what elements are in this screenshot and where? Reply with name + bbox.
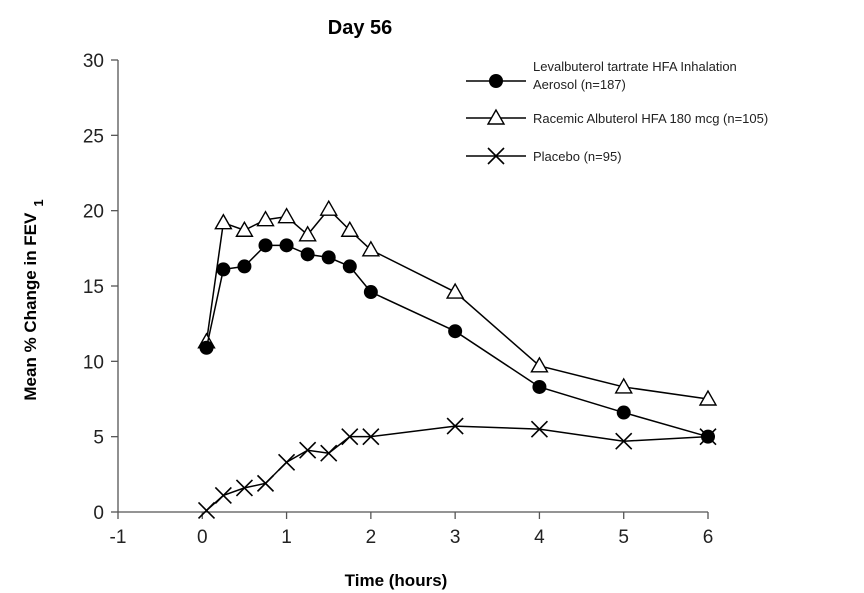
legend-marker — [486, 108, 506, 125]
x-tick-label: 3 — [450, 527, 461, 548]
data-point — [448, 324, 463, 339]
data-point — [216, 262, 231, 277]
data-point — [342, 259, 357, 274]
data-point — [532, 379, 547, 394]
x-marker-stroke — [341, 428, 359, 446]
data-point — [197, 501, 216, 520]
data-point — [256, 474, 275, 492]
legend-item-0: Levalbuterol tartrate HFA Inhalation Aero… — [466, 59, 737, 92]
axes: 0 5 10 15 20 25 30 -1 0 1 2 3 4 5 6 — [83, 51, 713, 548]
legend-marker — [489, 74, 503, 88]
x-marker-stroke — [446, 417, 464, 435]
x-marker-stroke — [299, 441, 317, 459]
data-point — [341, 428, 359, 446]
data-point — [237, 259, 252, 274]
y-tick-label: 5 — [93, 428, 104, 449]
x-tick-label: -1 — [110, 527, 127, 548]
y-tick-label: 20 — [83, 202, 104, 223]
y-axis-label: Mean % Change in FEV 1 — [21, 199, 46, 400]
x-marker-stroke — [320, 444, 338, 462]
legend-label: Aerosol (n=187) — [533, 77, 626, 92]
y-axis-label-subscript: 1 — [31, 199, 46, 206]
legend-label: Placebo (n=95) — [533, 149, 622, 164]
data-point — [616, 405, 631, 420]
x-axis-title: Time (hours) — [345, 571, 448, 590]
series-0 — [199, 238, 715, 444]
data-point — [278, 453, 296, 471]
data-point — [235, 220, 254, 237]
data-point — [258, 238, 273, 253]
data-point — [615, 432, 633, 450]
data-point — [320, 444, 338, 462]
series-line — [206, 425, 709, 512]
x-tick-label: 4 — [534, 527, 545, 548]
data-point — [214, 213, 233, 230]
legend-label: Racemic Albuterol HFA 180 mcg (n=105) — [533, 111, 768, 126]
x-marker-stroke — [362, 428, 380, 446]
legend: Levalbuterol tartrate HFA Inhalation Aero… — [466, 59, 768, 165]
data-point — [614, 377, 633, 394]
x-tick-label: 1 — [281, 527, 292, 548]
data-point — [199, 340, 214, 355]
data-point — [235, 479, 253, 497]
data-point — [446, 417, 464, 435]
x-marker-stroke — [214, 486, 232, 504]
data-point — [298, 225, 317, 242]
y-tick-label: 15 — [83, 277, 104, 298]
x-marker-stroke — [256, 474, 275, 492]
data-point — [445, 282, 465, 299]
data-point — [299, 441, 317, 459]
x-marker-stroke — [615, 432, 633, 450]
data-point — [340, 220, 359, 237]
data-point — [530, 356, 549, 373]
chart-title: Day 56 — [328, 17, 393, 39]
data-point — [701, 429, 715, 444]
x-tick-label: 0 — [197, 527, 208, 548]
x-marker-stroke — [197, 501, 216, 520]
x-tick-label: 6 — [703, 527, 714, 548]
y-axis-label-text: Mean % Change in FEV — [21, 212, 40, 401]
data-point — [256, 210, 275, 227]
series-layer — [197, 199, 718, 520]
y-tick-label: 30 — [83, 51, 104, 72]
y-tick-label: 25 — [83, 126, 104, 147]
data-point — [698, 389, 718, 406]
data-point — [363, 285, 378, 300]
legend-item-2: Placebo (n=95) — [466, 147, 622, 165]
data-point — [530, 420, 548, 438]
data-point — [300, 247, 315, 262]
x-marker-stroke — [278, 453, 296, 471]
series-1 — [197, 199, 718, 406]
data-point — [319, 199, 338, 216]
data-point — [321, 250, 336, 265]
series-line — [205, 208, 709, 400]
legend-marker — [487, 147, 505, 165]
legend-item-1: Racemic Albuterol HFA 180 mcg (n=105) — [466, 108, 768, 126]
data-point — [277, 207, 296, 224]
series-2 — [197, 417, 717, 520]
x-marker-stroke — [235, 479, 253, 497]
data-point — [214, 486, 232, 504]
series-line — [205, 244, 709, 438]
x-tick-label: 2 — [366, 527, 377, 548]
data-point — [361, 240, 381, 257]
y-tick-label: 10 — [83, 352, 104, 373]
x-tick-label: 5 — [618, 527, 629, 548]
legend-label: Levalbuterol tartrate HFA Inhalation — [533, 59, 737, 74]
y-axis-title: Mean % Change in FEV 1 — [21, 199, 46, 400]
data-point — [279, 238, 294, 253]
data-point — [362, 428, 380, 446]
x-marker-stroke — [487, 147, 505, 165]
x-marker-stroke — [530, 420, 548, 438]
y-tick-label: 0 — [93, 503, 104, 524]
